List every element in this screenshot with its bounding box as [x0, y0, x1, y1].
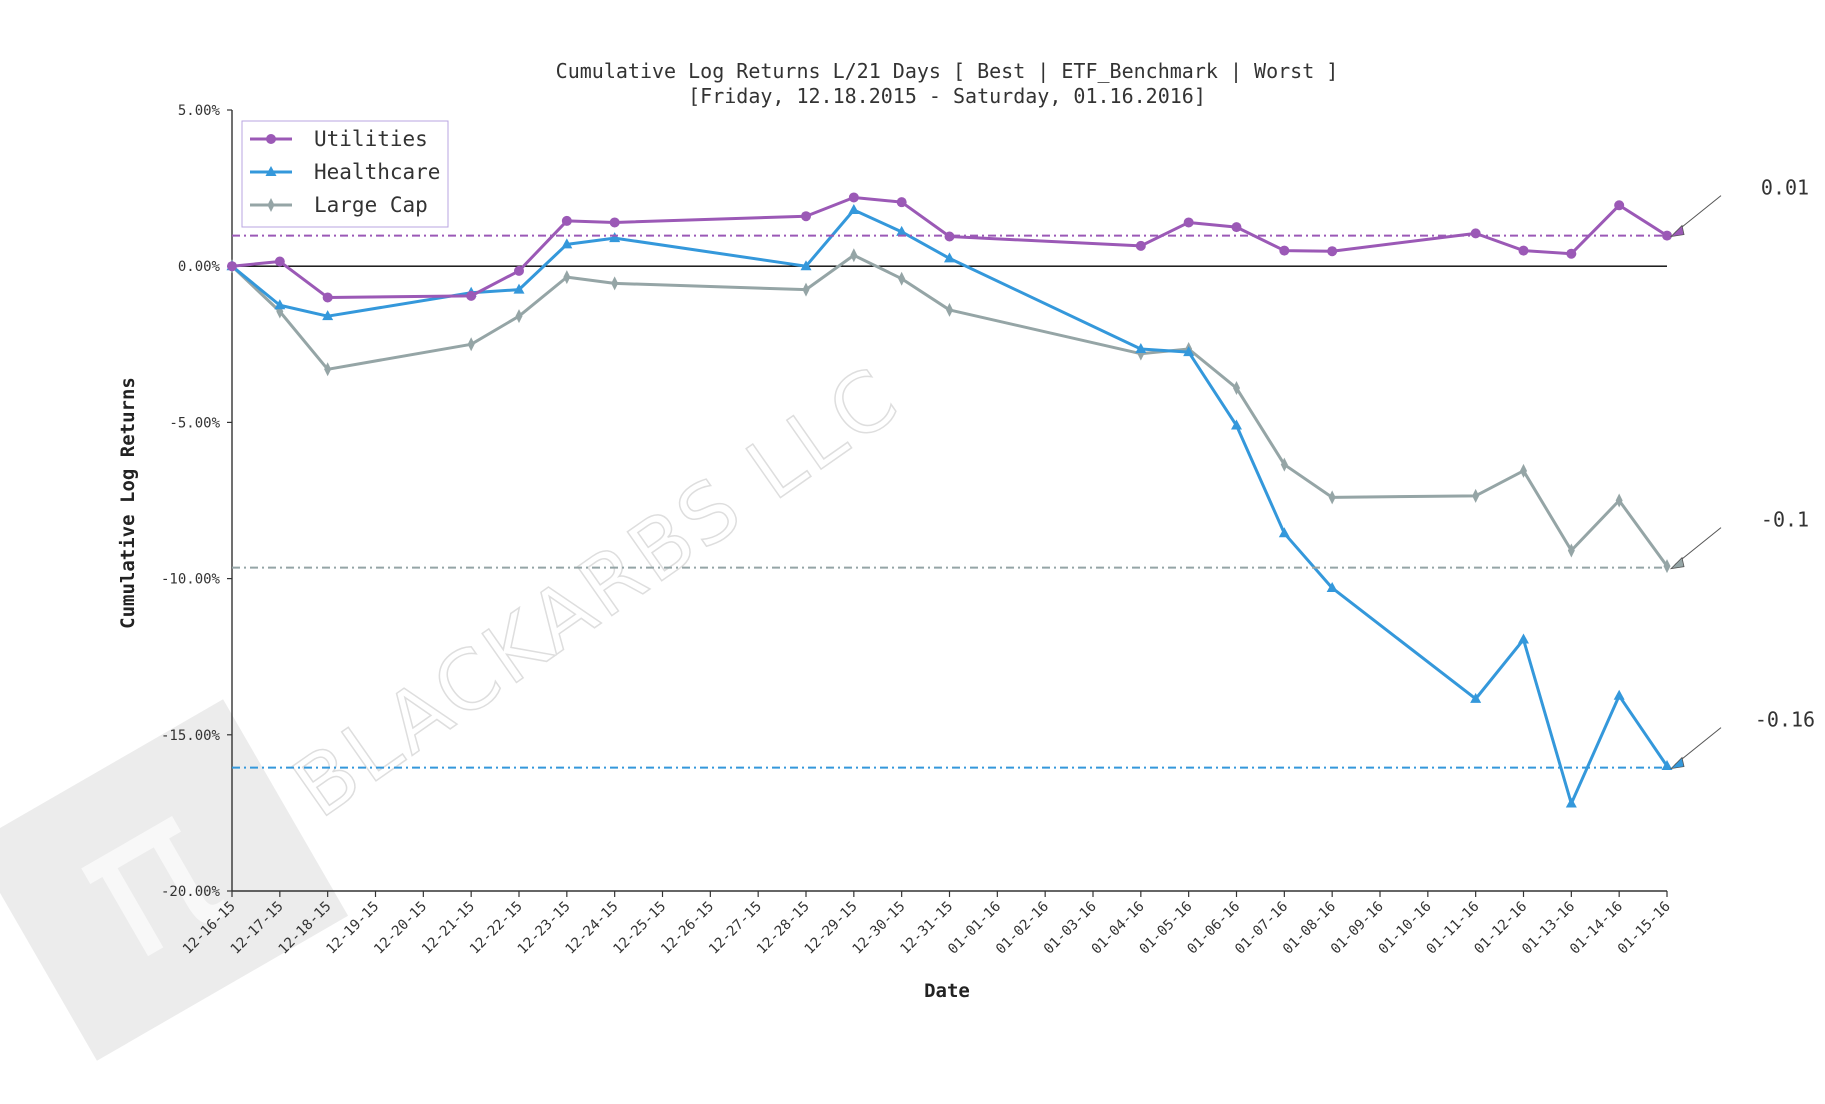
series-line-large-cap [230, 253, 1669, 567]
data-point-large-cap [946, 302, 953, 317]
data-point-utilities [466, 290, 477, 301]
data-point-healthcare [1278, 527, 1290, 538]
data-point-healthcare [1470, 692, 1482, 703]
data-point-utilities [514, 265, 524, 276]
data-point-healthcare [800, 260, 812, 271]
data-point-healthcare [1326, 581, 1338, 592]
data-point-healthcare [848, 203, 860, 214]
y-tick-label: -20.00% [161, 884, 221, 900]
data-point-utilities [1470, 228, 1481, 239]
chart-subtitle: [Friday, 12.18.2015 - Saturday, 01.16.20… [688, 84, 1206, 108]
data-point-utilities [1518, 245, 1529, 256]
annotation-arrow [1674, 727, 1722, 765]
annotation-arrowhead-icon [1669, 224, 1685, 238]
data-point-utilities [609, 217, 620, 228]
data-point-healthcare [1135, 342, 1147, 353]
data-point-healthcare [274, 299, 286, 310]
data-point-healthcare [1231, 419, 1242, 430]
data-point-large-cap [611, 276, 619, 291]
data-point-healthcare [609, 232, 621, 243]
data-point-utilities [896, 197, 907, 208]
data-point-large-cap [850, 248, 858, 263]
watermark-text: BLACKARBS LLC [277, 349, 917, 837]
data-point-utilities [848, 192, 859, 203]
data-point-healthcare [513, 283, 525, 294]
legend-label-utilities: Utilities [314, 127, 428, 151]
data-point-utilities [274, 256, 285, 267]
data-point-utilities [1135, 240, 1146, 251]
data-point-utilities [1614, 200, 1625, 211]
data-point-large-cap [1472, 488, 1480, 503]
data-point-utilities [1279, 245, 1290, 256]
data-point-healthcare [1661, 760, 1673, 771]
annotation-arrowhead-icon [1669, 756, 1685, 770]
y-tick-label: 0.00% [178, 259, 221, 275]
data-point-utilities [1183, 217, 1194, 228]
data-point-large-cap [563, 270, 571, 285]
data-point-utilities [944, 231, 955, 242]
data-point-utilities [1231, 222, 1242, 233]
reference-label: -0.1 [1761, 508, 1809, 532]
data-point-utilities [322, 292, 333, 303]
data-point-utilities [561, 215, 572, 226]
data-point-large-cap [1233, 381, 1240, 396]
data-point-healthcare [1565, 797, 1577, 808]
legend-label-healthcare: Healthcare [314, 160, 440, 184]
y-tick-label: -10.00% [161, 572, 221, 588]
legend-label-large-cap: Large Cap [314, 193, 428, 217]
data-point-healthcare [322, 310, 334, 321]
data-point-healthcare [1183, 346, 1195, 357]
chart-title: Cumulative Log Returns L/21 Days [ Best … [556, 59, 1339, 83]
legend-marker-healthcare-icon [265, 166, 277, 176]
watermark-logo-icon [0, 699, 349, 1061]
data-point-large-cap [1615, 493, 1623, 508]
x-axis-title: Date [924, 980, 970, 1002]
data-point-large-cap [1663, 559, 1671, 574]
data-point-large-cap [1280, 457, 1288, 472]
data-point-utilities [1566, 248, 1577, 259]
y-axis-title: Cumulative Log Returns [117, 377, 139, 629]
data-point-large-cap [467, 337, 475, 352]
x-tick-label: 01-15-16 [1615, 899, 1674, 958]
annotation-arrow [1674, 527, 1722, 566]
y-tick-label: 5.00% [178, 103, 221, 119]
data-point-large-cap [1567, 543, 1575, 558]
legend-marker-large-cap-icon [267, 198, 275, 212]
data-point-large-cap [515, 309, 523, 324]
data-point-large-cap [1520, 463, 1527, 478]
annotation-arrow [1674, 195, 1722, 233]
legend-marker-utilities-icon [266, 134, 276, 144]
data-point-large-cap [802, 282, 810, 297]
data-point-healthcare [1613, 689, 1625, 700]
data-point-large-cap [324, 362, 332, 377]
reference-label: 0.01 [1761, 176, 1809, 200]
data-point-utilities [801, 211, 811, 222]
data-point-healthcare [561, 238, 573, 249]
data-point-healthcare [1518, 633, 1529, 644]
data-point-large-cap [1328, 490, 1336, 505]
data-point-healthcare [896, 225, 908, 236]
series-utilities [227, 192, 1672, 303]
data-point-utilities [1327, 246, 1338, 257]
data-point-large-cap [898, 271, 906, 286]
y-tick-label: -15.00% [161, 728, 221, 744]
data-point-healthcare [944, 252, 955, 263]
annotation-arrowhead-icon [1669, 556, 1685, 570]
data-point-utilities [227, 261, 237, 272]
reference-label: -0.16 [1755, 708, 1815, 732]
y-tick-label: -5.00% [169, 415, 220, 431]
